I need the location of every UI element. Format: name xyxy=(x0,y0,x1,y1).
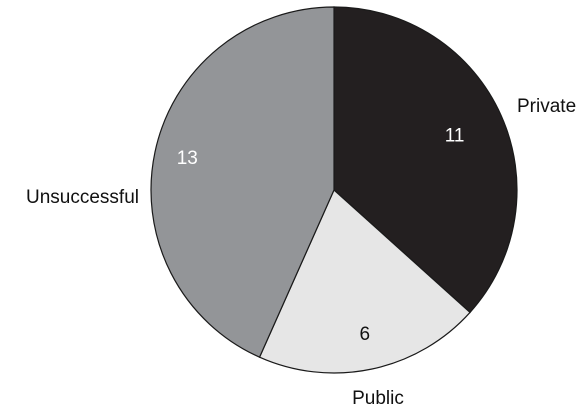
pie-value-label-unsuccessful: 13 xyxy=(177,148,198,169)
pie-value-label-private: 11 xyxy=(445,125,465,146)
pie-category-label-unsuccessful: Unsuccessful xyxy=(26,187,139,208)
pie-slices xyxy=(150,6,518,374)
pie-category-label-private: Private xyxy=(517,96,576,117)
pie-category-label-public: Public xyxy=(352,388,404,409)
pie-category-labels: Private Public Unsuccessful xyxy=(26,96,576,409)
pie-value-labels: 11 6 13 xyxy=(177,125,465,344)
pie-slice-private xyxy=(333,6,518,314)
pie-slice-public xyxy=(258,189,471,374)
pie-value-label-public: 6 xyxy=(360,324,371,345)
pie-slice-unsuccessful xyxy=(150,6,335,358)
